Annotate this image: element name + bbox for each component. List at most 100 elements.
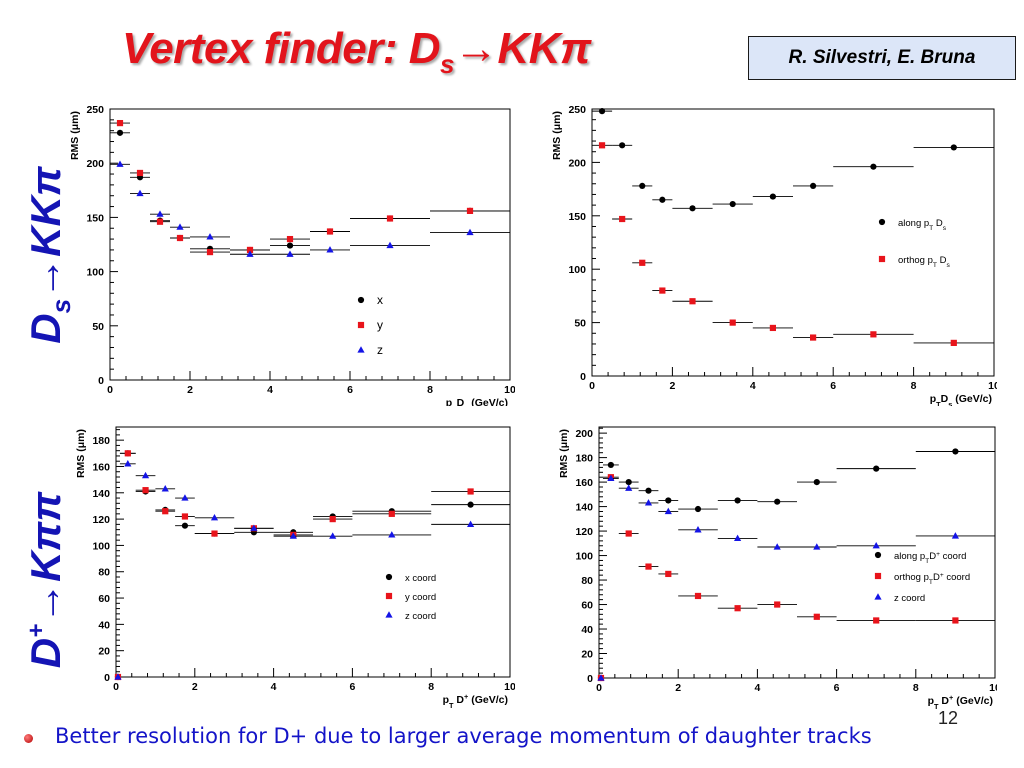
chart1-series3-point — [176, 223, 184, 230]
chart3-legend-label-1: x coord — [405, 573, 436, 584]
chart3-ytick-label: 100 — [92, 540, 110, 552]
chart4-series2-point — [625, 530, 632, 537]
slide-title-main: Vertex finder: D — [122, 24, 441, 73]
chart4-series1-point — [734, 497, 741, 504]
chart4-xtick-label: 8 — [913, 682, 919, 694]
chart4-series2-point — [873, 617, 880, 624]
chart4-series1-point — [952, 448, 959, 455]
chart3-series3-point — [124, 460, 132, 467]
chart4-series1-point — [665, 497, 672, 504]
chart2-series1-point — [729, 200, 736, 208]
chart4-legend-marker-2 — [874, 572, 882, 580]
chart1-series3-point — [156, 210, 164, 217]
chart3-series2-point — [211, 530, 218, 537]
chart3-ytick-label: 140 — [92, 488, 110, 500]
chart1-xtick-label: 10 — [504, 384, 515, 396]
chart3-series3-point — [329, 532, 337, 539]
chart3-legend-marker-1 — [385, 573, 393, 581]
chart4-series3-point — [607, 474, 615, 482]
chart1-series3-point — [206, 233, 214, 240]
chart4-ytick-label: 20 — [581, 649, 593, 661]
chart2-xtick-label: 8 — [911, 380, 917, 392]
chart3-ytick-label: 40 — [98, 619, 110, 631]
chart4-ytick-label: 180 — [575, 453, 593, 465]
chart4-series1-point — [645, 487, 652, 494]
chart1-series3-point — [466, 228, 474, 236]
chart2-legend-label-1: along pT Ds — [898, 218, 947, 232]
chart4-series3-point — [597, 674, 605, 681]
chart3-xtick-label: 10 — [504, 681, 515, 693]
chart3-series3-point — [141, 471, 150, 479]
chart1-ytick-label: 250 — [86, 104, 104, 116]
chart3-series3-point — [250, 524, 258, 531]
chart4-series3-point — [625, 484, 633, 491]
chart2-ytick-label: 250 — [568, 104, 586, 116]
chart4-series3-point — [664, 507, 672, 515]
chart4-series2-point — [952, 617, 959, 624]
chart2-legend-label-2: orthog pT Ds — [898, 255, 950, 269]
chart1-legend-label-2: y — [377, 318, 383, 332]
chart4-series1-point — [873, 465, 880, 472]
chart4-series2-point — [694, 592, 702, 600]
chart2-ytick-label: 50 — [574, 318, 586, 330]
conclusion-text: Better resolution for D+ due to larger a… — [55, 724, 872, 748]
chart1-series3-point — [286, 250, 294, 257]
chart4-legend-marker-3 — [874, 593, 882, 600]
chart4-series2-point — [665, 570, 672, 578]
chart2-series2-point — [639, 259, 646, 266]
chart2-series2-point — [769, 324, 776, 332]
chart3-ytick-label: 160 — [92, 461, 110, 473]
side-label-dplus-main: D — [22, 637, 69, 669]
chart4-xtick-label: 4 — [754, 682, 760, 694]
chart1-series3-point — [326, 246, 334, 253]
chart3-legend-label-3: z coord — [405, 611, 436, 622]
chart1-series2-point — [286, 235, 294, 243]
chart3-ytick-label: 180 — [92, 435, 110, 447]
chart4-series1-point — [607, 461, 614, 469]
chart1-xtick-label: 4 — [267, 384, 273, 396]
chart4-ytick-label: 40 — [581, 624, 593, 636]
chart1-legend-marker-1 — [357, 296, 365, 304]
chart1-series1-point — [116, 129, 124, 136]
chart3-ytick-label: 80 — [98, 567, 110, 579]
chart2-series1-point — [810, 182, 817, 189]
chart4-series3-point — [951, 532, 959, 539]
chart1-y-axis-title: RMS (μm) — [69, 111, 81, 160]
chart3-xtick-label: 6 — [349, 681, 355, 693]
chart2-series2-point — [689, 298, 696, 305]
chart2-series1-point — [870, 163, 877, 170]
chart1-xtick-label: 0 — [107, 384, 113, 396]
chart2-legend-marker-2 — [878, 255, 886, 263]
chart1-series3-point — [246, 250, 254, 257]
chart2-series1-point — [659, 196, 666, 203]
chart4-ytick-label: 120 — [575, 526, 593, 538]
chart4-series3-point — [644, 499, 653, 506]
chart2-ytick-label: 200 — [568, 157, 586, 169]
chart4-legend-label-1: along pTD+ coord — [894, 551, 966, 565]
chart4-xtick-label: 10 — [989, 682, 997, 694]
bullet-icon — [24, 733, 33, 743]
chart3-series2-point — [162, 508, 169, 515]
chart3-series1-point — [467, 501, 474, 508]
chart4-ytick-label: 140 — [575, 502, 593, 514]
chart1-series2-point — [466, 207, 474, 214]
side-label-dplus-tail: →Kππ — [22, 491, 69, 624]
chart4-series1-point — [813, 478, 820, 486]
chart2-series1-point — [619, 142, 626, 149]
chart1-series2-point — [116, 119, 124, 127]
chart1-ytick-label: 100 — [86, 267, 104, 279]
chart3-xtick-label: 0 — [113, 681, 119, 693]
chart4-legend-label-3: z coord — [894, 593, 925, 604]
chart1-legend-label-3: z — [377, 343, 383, 357]
chart2-series2-point — [950, 339, 957, 346]
chart3-ytick-label: 60 — [98, 593, 110, 605]
chart2-frame — [591, 108, 995, 377]
chart1-xtick-label: 8 — [427, 384, 433, 396]
chart3-series2-point — [329, 516, 336, 523]
chart3-series3-point — [181, 494, 189, 501]
chart-ds-along-orthog: 0 50 100 150 200 250 0 2 4 6 8 10 pTDs (GeV/c) RMS (μ… — [545, 101, 997, 406]
chart3-series3-point — [388, 531, 396, 538]
chart1-frame — [109, 108, 511, 381]
